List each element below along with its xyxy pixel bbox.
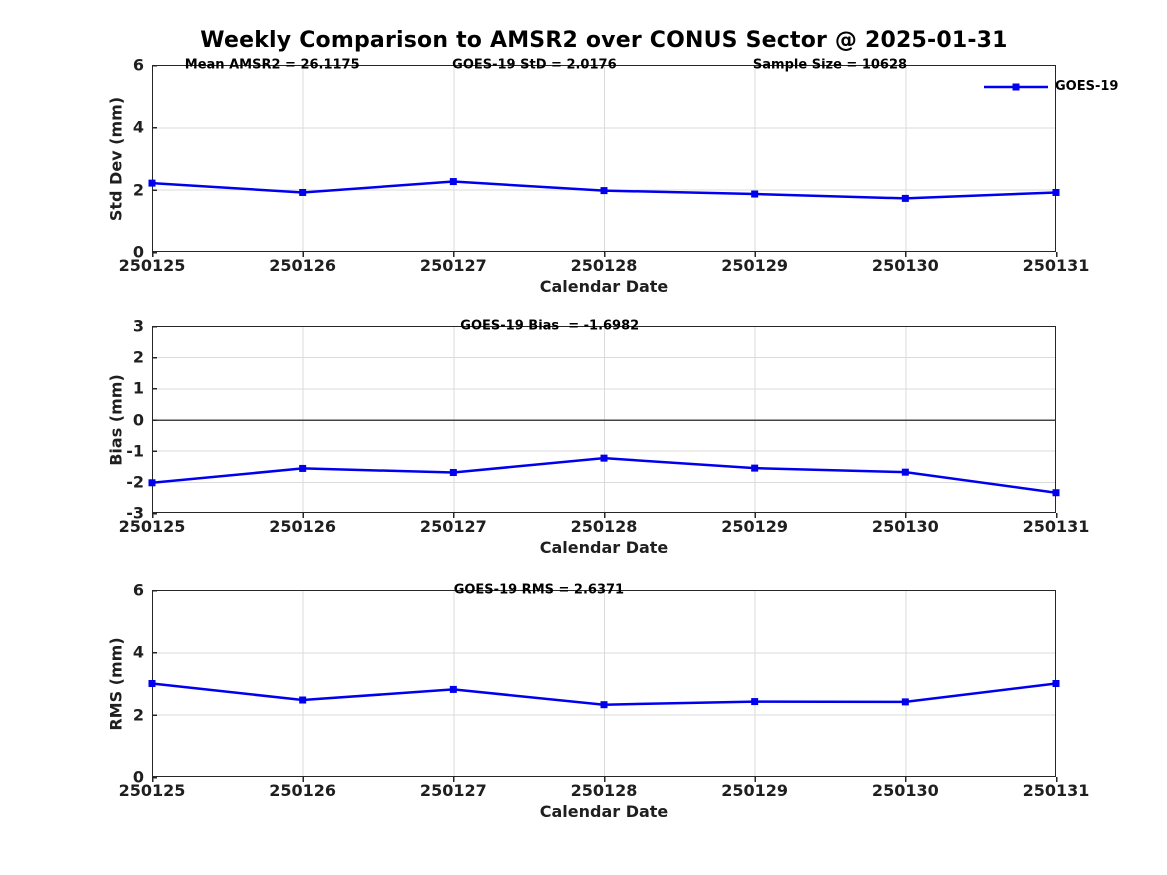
legend-line-marker-swatch <box>984 83 1048 90</box>
x-tick-label: 250131 <box>1022 256 1090 275</box>
x-axis-label: Calendar Date <box>539 538 669 557</box>
y-axis-label: Std Dev (mm) <box>106 96 126 221</box>
plot-group <box>148 325 1060 518</box>
x-tick-label: 250127 <box>419 781 487 800</box>
data-point-marker <box>148 179 156 187</box>
x-tick-label: 250127 <box>419 517 487 536</box>
data-point-marker <box>901 468 909 476</box>
y-axis-label: Bias (mm) <box>106 373 126 466</box>
y-tick-label: 0 <box>132 410 144 429</box>
data-point-marker <box>148 680 156 687</box>
y-tick-label: 4 <box>132 642 144 662</box>
data-point-marker <box>299 696 307 704</box>
data-point-marker <box>751 464 759 472</box>
y-tick-label: 0 <box>132 242 144 262</box>
data-point-marker <box>751 698 759 706</box>
x-axis-label: Calendar Date <box>539 277 669 296</box>
data-point-marker <box>600 454 608 462</box>
x-tick-label: 250130 <box>871 781 939 800</box>
y-tick-label: 0 <box>132 767 144 787</box>
data-point-marker <box>751 190 759 198</box>
x-tick-label: 250126 <box>269 781 337 800</box>
legend-series-label: GOES-19 <box>1055 79 1119 94</box>
data-point-marker <box>600 187 608 195</box>
data-point-marker <box>449 685 457 693</box>
annotation: Mean AMSR2 = 26.1175 <box>184 57 360 73</box>
x-tick-label: 250125 <box>118 256 186 275</box>
legend: GOES-19 <box>984 79 1118 94</box>
y-tick-label: -2 <box>126 472 144 492</box>
x-tick-label: 250128 <box>570 256 638 275</box>
data-point-marker <box>449 178 457 186</box>
annotation: GOES-19 StD = 2.0176 <box>452 57 617 73</box>
x-tick-label: 250129 <box>721 517 789 536</box>
y-axis-label: RMS (mm) <box>106 636 126 731</box>
data-point-marker <box>901 194 909 202</box>
data-point-marker <box>1052 188 1060 196</box>
y-tick-label: 2 <box>132 705 144 725</box>
y-tick-label: 4 <box>132 117 144 137</box>
plot-area-rms-mm <box>148 589 1060 782</box>
x-tick-label: 250130 <box>871 517 939 536</box>
x-tick-label: 250126 <box>269 256 337 275</box>
plot-group <box>148 64 1060 257</box>
x-tick-label: 250131 <box>1022 517 1090 536</box>
x-tick-label: 250126 <box>269 517 337 536</box>
x-tick-label: 250125 <box>118 781 186 800</box>
axes-box <box>152 65 1056 252</box>
y-tick-label: -3 <box>126 503 144 523</box>
y-tick-label: -1 <box>126 441 144 461</box>
x-tick-label: 250128 <box>570 517 638 536</box>
x-tick-label: 250129 <box>721 781 789 800</box>
y-tick-label: 3 <box>132 316 144 336</box>
y-tick-label: 1 <box>132 378 144 398</box>
figure-title: Weekly Comparison to AMSR2 over CONUS Se… <box>200 28 1008 53</box>
data-point-marker <box>901 698 909 706</box>
plot-area-std-dev-mm <box>148 64 1060 257</box>
plot-area-bias-mm <box>148 325 1060 518</box>
x-tick-label: 250131 <box>1022 781 1090 800</box>
x-tick-label: 250127 <box>419 256 487 275</box>
y-tick-label: 2 <box>132 347 144 367</box>
data-point-marker <box>449 468 457 476</box>
x-tick-label: 250129 <box>721 256 789 275</box>
annotation: Sample Size = 10628 <box>752 57 908 73</box>
x-tick-label: 250125 <box>118 517 186 536</box>
data-point-marker <box>299 188 307 196</box>
x-axis-label: Calendar Date <box>539 802 669 821</box>
x-tick-label: 250128 <box>570 781 638 800</box>
data-point-marker <box>1052 680 1060 687</box>
y-tick-label: 2 <box>132 180 144 200</box>
data-point-marker <box>299 464 307 472</box>
y-tick-label: 6 <box>132 55 144 75</box>
annotation: GOES-19 RMS = 2.6371 <box>453 582 625 598</box>
plot-group <box>148 589 1060 782</box>
data-point-marker <box>600 701 608 709</box>
annotation: GOES-19 Bias = -1.6982 <box>460 318 640 334</box>
y-tick-label: 6 <box>132 580 144 600</box>
x-tick-label: 250130 <box>871 256 939 275</box>
data-point-marker <box>148 479 156 487</box>
data-point-marker <box>1052 489 1060 497</box>
